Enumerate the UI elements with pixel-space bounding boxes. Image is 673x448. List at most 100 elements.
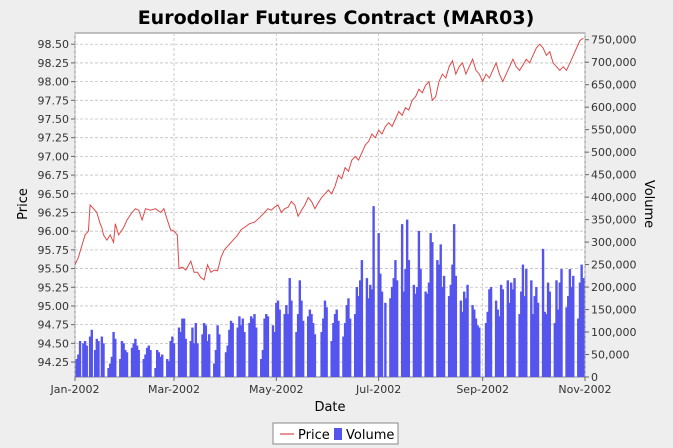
- price-line-layer: [74, 37, 584, 281]
- volume-bar: [466, 284, 469, 377]
- volume-bar: [501, 289, 504, 377]
- volume-bar: [78, 341, 82, 377]
- volume-bar: [541, 248, 545, 377]
- volume-bar: [416, 287, 419, 377]
- y-left-tick-label: 97.25: [38, 132, 70, 145]
- volume-bar: [107, 368, 110, 377]
- volume-bar: [558, 282, 562, 377]
- volume-bar: [521, 264, 525, 377]
- volume-bar: [555, 280, 558, 377]
- legend-volume-swatch: [334, 428, 342, 440]
- volume-bar: [345, 305, 348, 377]
- volume-bar: [283, 314, 286, 377]
- volume-bar: [533, 296, 536, 377]
- volume-bar: [535, 287, 538, 377]
- volume-bar: [312, 323, 315, 377]
- volume-bar: [196, 343, 199, 377]
- volume-bar: [154, 368, 157, 377]
- volume-bar: [494, 300, 498, 377]
- volume-bar: [377, 233, 380, 377]
- volume-bar: [308, 309, 312, 377]
- volume-bar: [192, 343, 196, 377]
- volume-bar: [473, 309, 476, 377]
- volume-bar: [238, 316, 241, 377]
- volume-bar: [379, 273, 382, 377]
- volume-bar: [288, 278, 291, 377]
- volume-bar: [191, 327, 194, 377]
- x-axis-title: Date: [314, 400, 345, 415]
- x-tick-label: Jan-2002: [50, 383, 100, 396]
- volume-bar: [109, 363, 112, 377]
- volume-bar: [243, 332, 246, 377]
- volume-bar: [357, 296, 360, 377]
- volume-bar: [97, 341, 100, 377]
- legend-volume-label: Volume: [346, 428, 394, 443]
- volume-bar: [489, 287, 493, 377]
- volume-bar: [568, 269, 572, 377]
- volume-bar: [254, 327, 258, 377]
- y-axis-left-title: Price: [16, 188, 31, 220]
- volume-bar: [380, 291, 384, 377]
- volume-bar: [476, 325, 479, 377]
- volume-bar: [332, 323, 335, 377]
- volume-bar: [285, 305, 288, 377]
- volume-bar: [228, 329, 231, 377]
- y-left-tick-label: 96.75: [38, 169, 70, 182]
- volume-bar: [553, 323, 557, 377]
- volume-bar: [218, 334, 221, 377]
- y-left-tick-label: 96.50: [38, 188, 70, 201]
- volume-bar: [355, 287, 359, 377]
- volume-bar: [263, 318, 266, 377]
- x-tick-label: May-2002: [249, 383, 304, 396]
- volume-bar: [206, 341, 209, 377]
- volume-bar: [310, 314, 313, 377]
- volume-bar: [229, 320, 233, 377]
- volume-bar: [171, 336, 174, 377]
- chart-title: Eurodollar Futures Contract (MAR03): [138, 7, 535, 29]
- volume-bar: [546, 282, 550, 377]
- volume-bar: [248, 323, 251, 377]
- volume-bar: [102, 343, 105, 377]
- volume-bar: [266, 316, 270, 377]
- volume-bar: [451, 264, 454, 377]
- volume-bar: [125, 352, 129, 377]
- volume-bar: [300, 300, 303, 377]
- volume-bar: [548, 291, 551, 377]
- volume-bar: [580, 264, 583, 377]
- volume-bar: [142, 359, 145, 377]
- volume-bar: [119, 359, 122, 377]
- volume-bar: [149, 350, 152, 377]
- volume-bar: [518, 314, 521, 377]
- volume-bar: [506, 280, 510, 377]
- y-right-tick-label: 750,000: [591, 34, 637, 47]
- volume-bar: [295, 332, 298, 377]
- volume-bar: [75, 359, 78, 377]
- y-right-tick-label: 250,000: [591, 259, 637, 272]
- volume-bar: [577, 318, 580, 377]
- volume-bar: [426, 293, 429, 377]
- volume-bar: [452, 224, 456, 377]
- volume-bar: [565, 307, 568, 377]
- volume-bar: [157, 352, 161, 377]
- volume-bar: [520, 291, 523, 377]
- y-left-tick-label: 95.00: [38, 300, 70, 313]
- volume-bar: [464, 298, 468, 377]
- volume-bar: [543, 311, 546, 377]
- volume-bars: [75, 206, 585, 377]
- volume-bar: [135, 345, 139, 377]
- volume-bar: [369, 284, 372, 377]
- volume-bar: [471, 305, 474, 377]
- volume-bar: [353, 314, 357, 377]
- y-left-tick-label: 97.50: [38, 113, 70, 126]
- volume-bar: [330, 341, 333, 377]
- volume-bar: [437, 264, 441, 377]
- volume-bar: [431, 242, 434, 377]
- volume-bar: [85, 345, 88, 377]
- y-right-tick-label: 400,000: [591, 191, 637, 204]
- y-axis-right-title: Volume: [641, 180, 656, 228]
- volume-bar: [122, 343, 125, 377]
- y-left-tick-label: 95.75: [38, 244, 70, 257]
- volume-bar: [112, 332, 115, 377]
- volume-bar: [436, 260, 439, 377]
